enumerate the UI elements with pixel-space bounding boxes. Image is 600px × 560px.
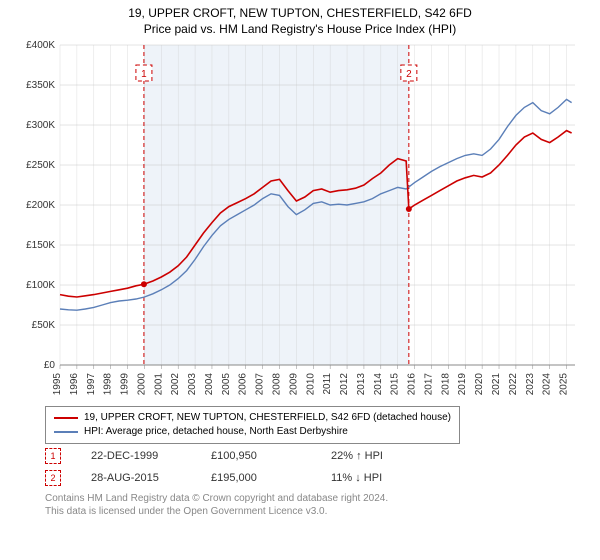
- svg-text:2: 2: [406, 69, 412, 80]
- svg-text:2008: 2008: [272, 373, 283, 396]
- footer-line-1: Contains HM Land Registry data © Crown c…: [45, 492, 600, 505]
- svg-text:£100K: £100K: [26, 280, 55, 291]
- svg-text:2020: 2020: [474, 373, 485, 396]
- svg-text:£50K: £50K: [32, 320, 56, 331]
- sale-row: 2 28-AUG-2015 £195,000 11% ↓ HPI: [45, 470, 600, 486]
- legend-item: HPI: Average price, detached house, Nort…: [54, 425, 451, 439]
- sale-diff: 22% ↑ HPI: [331, 450, 421, 462]
- svg-text:2007: 2007: [255, 373, 266, 396]
- legend: 19, UPPER CROFT, NEW TUPTON, CHESTERFIEL…: [45, 406, 460, 444]
- page: 19, UPPER CROFT, NEW TUPTON, CHESTERFIEL…: [0, 0, 600, 560]
- sale-date: 28-AUG-2015: [91, 472, 181, 484]
- chart-title: 19, UPPER CROFT, NEW TUPTON, CHESTERFIEL…: [0, 0, 600, 20]
- svg-text:£300K: £300K: [26, 120, 55, 131]
- svg-text:2023: 2023: [525, 373, 536, 396]
- svg-text:1996: 1996: [69, 373, 80, 396]
- svg-text:2022: 2022: [508, 373, 519, 396]
- legend-label: HPI: Average price, detached house, Nort…: [84, 425, 348, 439]
- sales-table: 1 22-DEC-1999 £100,950 22% ↑ HPI 2 28-AUG-201…: [45, 448, 600, 486]
- svg-text:1998: 1998: [103, 373, 114, 396]
- chart-subtitle: Price paid vs. HM Land Registry's House …: [0, 20, 600, 40]
- legend-label: 19, UPPER CROFT, NEW TUPTON, CHESTERFIEL…: [84, 411, 451, 425]
- svg-text:1997: 1997: [86, 373, 97, 396]
- svg-text:1995: 1995: [52, 373, 63, 396]
- footer-line-2: This data is licensed under the Open Gov…: [45, 505, 600, 518]
- svg-text:2003: 2003: [187, 373, 198, 396]
- svg-text:2025: 2025: [559, 373, 570, 396]
- svg-text:2004: 2004: [204, 373, 215, 396]
- sale-diff: 11% ↓ HPI: [331, 472, 421, 484]
- svg-text:2013: 2013: [356, 373, 367, 396]
- legend-swatch: [54, 431, 78, 433]
- svg-text:2021: 2021: [491, 373, 502, 396]
- sale-row: 1 22-DEC-1999 £100,950 22% ↑ HPI: [45, 448, 600, 464]
- svg-text:2011: 2011: [322, 373, 333, 395]
- svg-text:2014: 2014: [373, 373, 384, 396]
- legend-item: 19, UPPER CROFT, NEW TUPTON, CHESTERFIEL…: [54, 411, 451, 425]
- svg-text:2012: 2012: [339, 373, 350, 396]
- svg-text:2016: 2016: [407, 373, 418, 396]
- sale-date: 22-DEC-1999: [91, 450, 181, 462]
- svg-text:2001: 2001: [153, 373, 164, 396]
- svg-text:2017: 2017: [423, 373, 434, 396]
- svg-text:2019: 2019: [457, 373, 468, 396]
- svg-text:2002: 2002: [170, 373, 181, 396]
- sale-price: £195,000: [211, 472, 301, 484]
- svg-text:2006: 2006: [238, 373, 249, 396]
- svg-text:2015: 2015: [390, 373, 401, 396]
- legend-swatch: [54, 417, 78, 419]
- svg-text:£200K: £200K: [26, 200, 55, 211]
- svg-text:2009: 2009: [288, 373, 299, 396]
- svg-text:2018: 2018: [440, 373, 451, 396]
- svg-text:2010: 2010: [305, 373, 316, 396]
- sale-price: £100,950: [211, 450, 301, 462]
- svg-text:£250K: £250K: [26, 160, 55, 171]
- svg-text:£400K: £400K: [26, 40, 55, 51]
- sale-marker-badge: 1: [45, 448, 61, 464]
- svg-text:£350K: £350K: [26, 80, 55, 91]
- svg-text:2000: 2000: [136, 373, 147, 396]
- svg-text:2024: 2024: [542, 373, 553, 396]
- line-chart: £0 £50K £100K £150K £200K £250K £300K £350K £400…: [15, 40, 585, 400]
- footer-text: Contains HM Land Registry data © Crown c…: [45, 492, 600, 518]
- svg-text:£0: £0: [44, 360, 56, 371]
- svg-text:1999: 1999: [120, 373, 131, 396]
- chart-area: £0 £50K £100K £150K £200K £250K £300K £350K £400…: [15, 40, 585, 400]
- svg-text:2005: 2005: [221, 373, 232, 396]
- svg-text:1: 1: [141, 69, 147, 80]
- sale-marker-badge: 2: [45, 470, 61, 486]
- svg-text:£150K: £150K: [26, 240, 55, 251]
